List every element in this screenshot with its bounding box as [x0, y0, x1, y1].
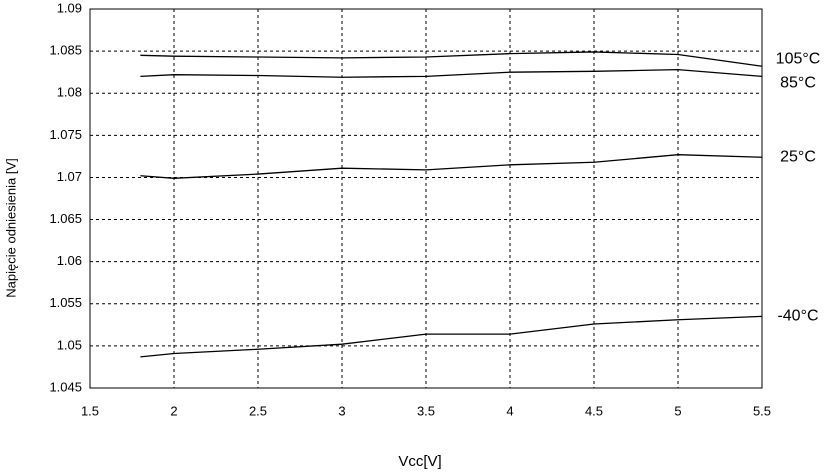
y-tick-label: 1.075	[49, 127, 82, 142]
x-tick-label: 2	[170, 403, 177, 418]
y-axis-label: Napięcie odniesienia [V]	[3, 158, 18, 297]
x-tick-label: 5.5	[753, 403, 771, 418]
x-axis-label: Vcc[V]	[398, 453, 441, 470]
y-tick-label: 1.055	[49, 295, 82, 310]
y-tick-label: 1.07	[57, 169, 82, 184]
series-line	[140, 68, 763, 78]
series-line	[140, 315, 763, 358]
series-label: 25°C	[780, 148, 816, 165]
series-label: -40°C	[777, 308, 818, 325]
x-tick-label: 4	[506, 403, 513, 418]
x-tick-label: 3.5	[417, 403, 435, 418]
x-tick-label: 4.5	[585, 403, 603, 418]
plot-frame	[89, 8, 763, 389]
y-tick-label: 1.045	[49, 379, 82, 394]
x-tick-label: 1.5	[81, 403, 99, 418]
y-tick-label: 1.05	[57, 337, 82, 352]
y-tick-label: 1.085	[49, 43, 82, 58]
y-tick-label: 1.065	[49, 211, 82, 226]
x-tick-label: 2.5	[249, 403, 267, 418]
x-tick-label: 5	[674, 403, 681, 418]
x-tick-label: 3	[338, 403, 345, 418]
y-tick-label: 1.08	[57, 85, 82, 100]
series-line	[140, 51, 763, 67]
series-line	[140, 154, 763, 179]
y-tick-label: 1.06	[57, 253, 82, 268]
series-label: 105°C	[776, 51, 821, 68]
series-label: 85°C	[780, 75, 816, 92]
y-tick-label: 1.09	[57, 0, 82, 15]
